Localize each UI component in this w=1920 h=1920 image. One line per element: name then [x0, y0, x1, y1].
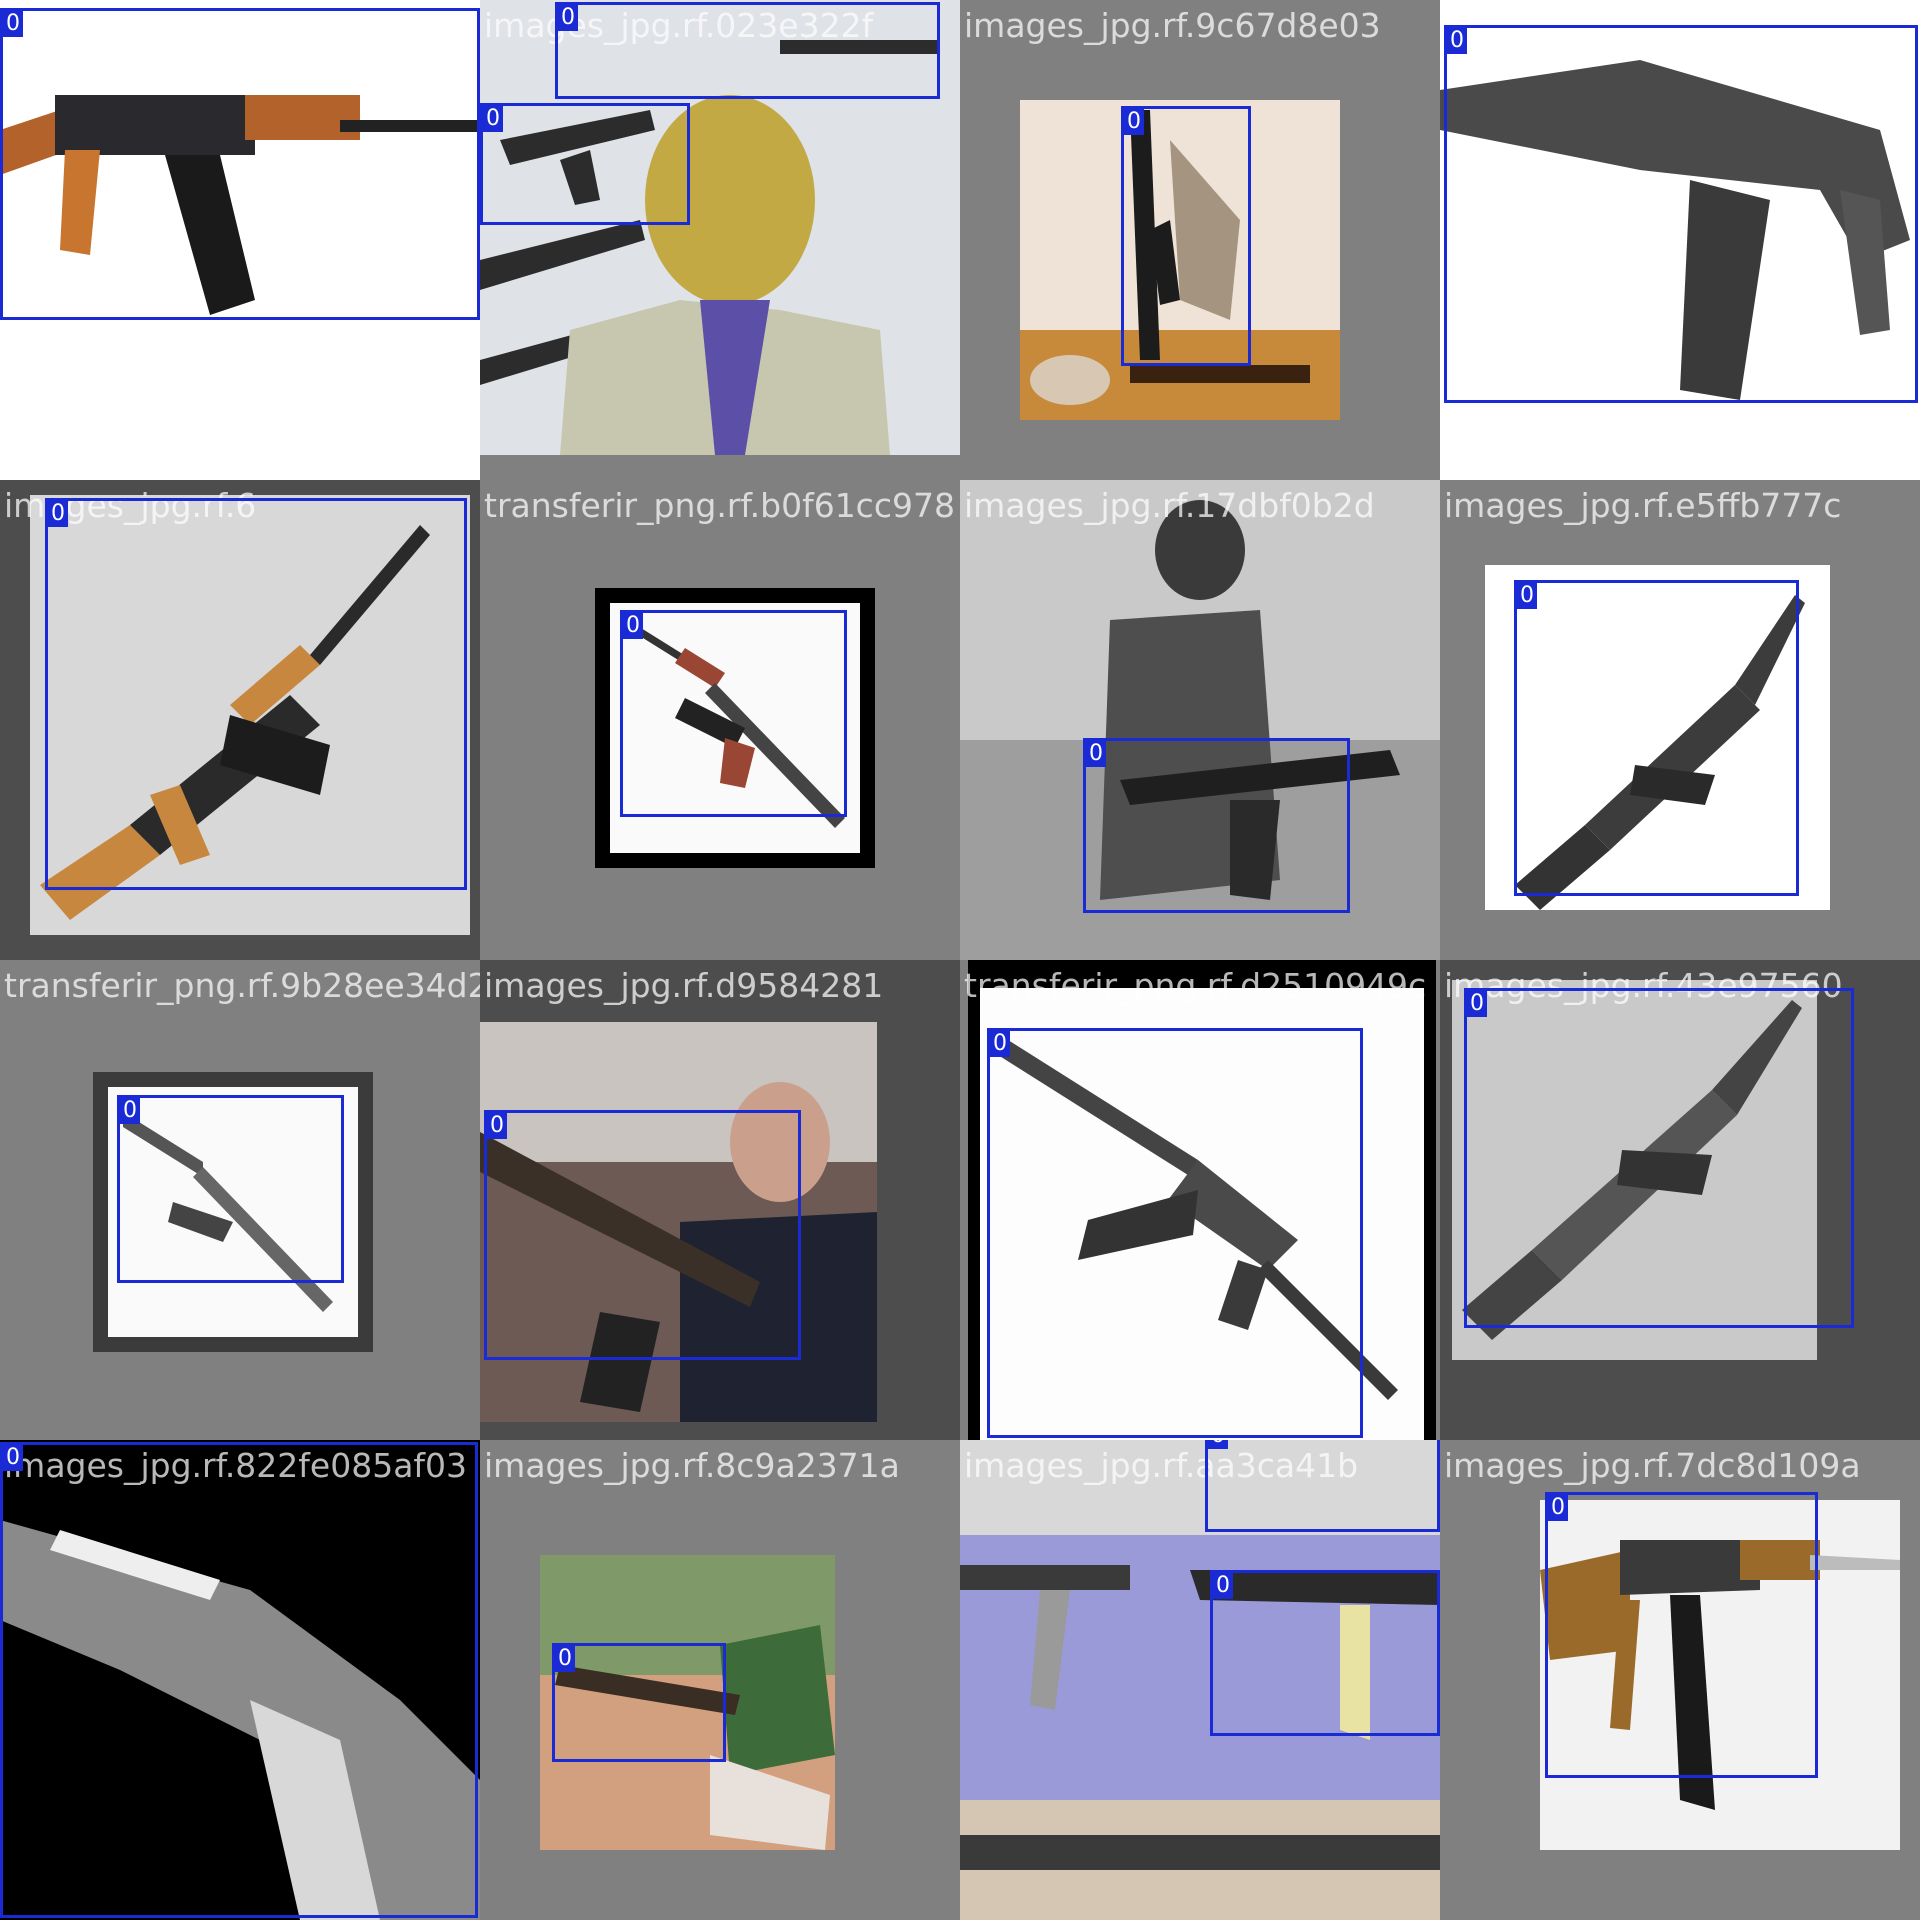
photo: [1452, 980, 1817, 1360]
rifles-chart-image: [960, 1440, 1440, 1920]
mosaic-tile: images_jpg.rf.43e97560 0: [1440, 960, 1920, 1440]
mosaic-tile: images_jpg.rf.9c67d8e03 0: [960, 0, 1440, 480]
photo: [1020, 100, 1340, 420]
soldier-prone-image: [540, 1555, 835, 1850]
mosaic-tile: images_jpg.rf.822fe085af03 0: [0, 1440, 480, 1920]
mosaic-tile: images_jpg.rf.8c9a2371a 0: [480, 1440, 960, 1920]
photo: [480, 0, 960, 455]
rifle-diagonal-image: [30, 495, 470, 935]
mosaic-tile: images_jpg.rf.e5ffb777c 0: [1440, 480, 1920, 960]
rifle-bayonet-image: [1540, 1500, 1900, 1850]
photo: [968, 960, 1436, 1440]
mosaic-tile: images_jpg.rf.6 0: [0, 480, 480, 960]
photo: [1540, 1500, 1900, 1850]
photo: [540, 1555, 835, 1850]
soldier-field-image: [960, 480, 1440, 960]
mosaic-tile: images_jpg.rf.d9584281 0: [480, 960, 960, 1440]
mosaic-tile: images_jpg.rf.6f9a2bce 0: [1440, 0, 1920, 480]
man-with-rifles-image: [480, 0, 960, 455]
mosaic-tile: images_jpg.rf.17dbf0b2d 0: [960, 480, 1440, 960]
mosaic-tile: images_jpg.rf.023e322f 0 0: [480, 0, 960, 480]
folding-rifle-image: [968, 960, 1436, 1440]
photo: [0, 1440, 480, 1920]
photo: [93, 1072, 373, 1352]
rifle-image: [0, 95, 480, 315]
photo: [1485, 565, 1830, 910]
photo: [595, 588, 875, 868]
photo: [960, 480, 1440, 960]
mosaic-tile: transferir_png.rf.b0f61cc978 0: [480, 480, 960, 960]
rifle-sketch-image: [1485, 565, 1830, 910]
mosaic-tile: images_jpg.rf.7dc8d109a 0: [1440, 1440, 1920, 1920]
framed-rifle-image: [595, 588, 875, 868]
photo: [0, 0, 480, 330]
mosaic-tile: transferir_png.rf.9b28ee34d2 0: [0, 960, 480, 1440]
mosaic-tile: transferir_png.rf.d2510949c 0: [960, 960, 1440, 1440]
rifle-image: [1440, 60, 1910, 400]
man-holding-rifle-image: [480, 1022, 877, 1422]
photo: [30, 495, 470, 935]
photo: [960, 1440, 1440, 1920]
rifle-diagonal-grey-image: [1452, 980, 1817, 1360]
framed-rifle-image: [93, 1072, 373, 1352]
mosaic-tile: transferir_jpg.rf.e1817fbc5fb 0: [0, 0, 480, 480]
photo: [480, 1022, 877, 1422]
rifle-bw-closeup-image: [0, 1520, 480, 1920]
photo: [1440, 0, 1920, 420]
mosaic-tile: images_jpg.rf.aa3ca41b 0 0: [960, 1440, 1440, 1920]
rifle-on-wall-image: [1020, 100, 1340, 420]
